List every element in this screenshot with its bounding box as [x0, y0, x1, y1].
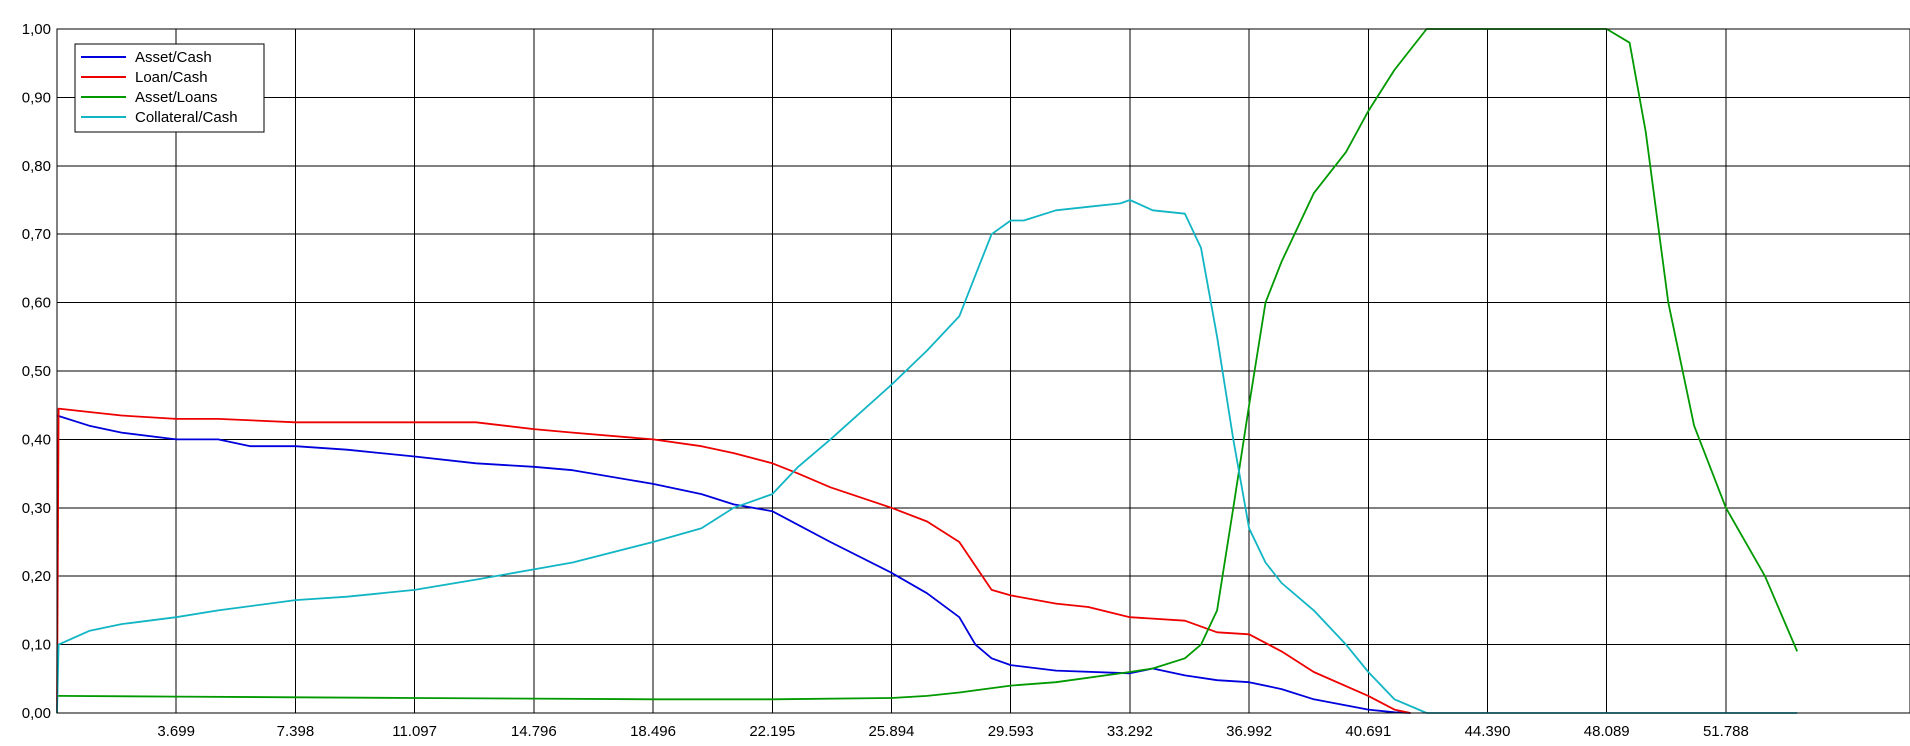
y-tick-label: 0,00 [22, 705, 51, 722]
x-tick-label: 25.894 [869, 723, 915, 740]
x-tick-label: 22.195 [749, 723, 795, 740]
x-tick-label: 14.796 [511, 723, 557, 740]
x-tick-label: 44.390 [1465, 723, 1511, 740]
series-lines [56, 28, 1799, 714]
y-tick-label: 1,00 [22, 21, 51, 38]
legend-label: Asset/Loans [135, 89, 218, 106]
y-tick-label: 0,60 [22, 295, 51, 312]
y-tick-label: 0,20 [22, 568, 51, 585]
y-tick-label: 0,50 [22, 363, 51, 380]
plot-area-border [56, 28, 1910, 714]
x-tick-label: 48.089 [1584, 723, 1630, 740]
x-tick-label: 11.097 [392, 723, 437, 740]
series-line-asset-cash [56, 414, 1411, 714]
series-line-asset-loans [56, 28, 1799, 701]
legend-label: Asset/Cash [135, 49, 212, 66]
grid-lines [57, 28, 1910, 714]
legend: Asset/Cash Loan/Cash Asset/Loans Collateral… [74, 43, 265, 133]
x-tick-label: 18.496 [630, 723, 676, 740]
y-tick-label: 0,90 [22, 89, 51, 106]
x-tick-label: 33.292 [1107, 723, 1153, 740]
x-tick-label: 7.398 [277, 723, 315, 740]
y-tick-label: 0,10 [22, 637, 51, 654]
series-line-collateral-cash [56, 199, 1798, 714]
x-tick-label: 51.788 [1703, 723, 1749, 740]
legend-label: Loan/Cash [135, 69, 208, 86]
axis-tick-labels: 0,00 0,10 0,20 0,30 0,40 0,50 0,60 0,70 0,80 0,90… [22, 21, 1749, 740]
x-tick-label: 36.992 [1226, 723, 1272, 740]
x-tick-label: 29.593 [988, 723, 1034, 740]
series-line-loan-cash [56, 407, 1411, 714]
y-tick-label: 0,40 [22, 431, 51, 448]
y-tick-label: 0,80 [22, 158, 51, 175]
x-tick-label: 40.691 [1345, 723, 1391, 740]
x-tick-label: 3.699 [157, 723, 195, 740]
y-tick-label: 0,30 [22, 500, 51, 517]
y-tick-label: 0,70 [22, 226, 51, 243]
legend-label: Collateral/Cash [135, 109, 238, 126]
